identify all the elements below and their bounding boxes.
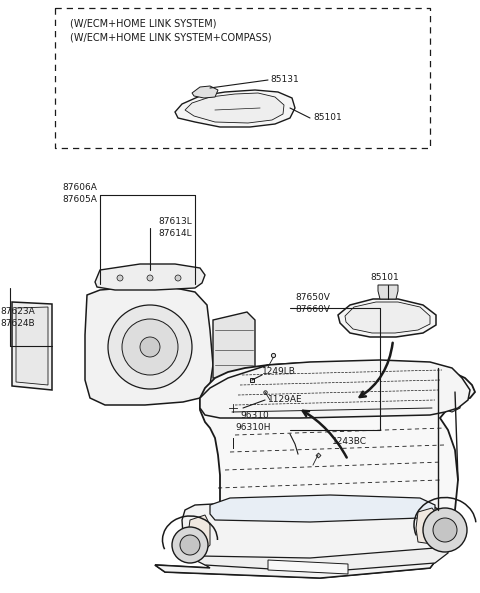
Polygon shape <box>210 495 435 522</box>
Polygon shape <box>338 453 378 490</box>
Text: 1243BC: 1243BC <box>332 438 367 447</box>
Circle shape <box>175 275 181 281</box>
Polygon shape <box>175 90 295 127</box>
Polygon shape <box>180 542 448 572</box>
Polygon shape <box>338 299 436 337</box>
Text: 87624B: 87624B <box>0 320 35 329</box>
Polygon shape <box>16 307 48 385</box>
Circle shape <box>147 275 153 281</box>
Circle shape <box>295 453 303 461</box>
Text: 87660V: 87660V <box>295 305 330 314</box>
Text: 96310H: 96310H <box>235 422 271 432</box>
Circle shape <box>108 305 192 389</box>
Polygon shape <box>330 443 385 498</box>
Polygon shape <box>223 418 243 438</box>
Polygon shape <box>192 86 218 98</box>
Polygon shape <box>378 285 398 299</box>
Polygon shape <box>416 508 438 544</box>
Polygon shape <box>213 312 255 380</box>
Polygon shape <box>345 302 430 333</box>
Polygon shape <box>12 302 52 390</box>
Text: (W/ECM+HOME LINK SYSTEM): (W/ECM+HOME LINK SYSTEM) <box>70 19 216 29</box>
Circle shape <box>423 508 467 552</box>
Circle shape <box>433 518 457 542</box>
Text: 87605A: 87605A <box>62 196 97 205</box>
Circle shape <box>180 535 200 555</box>
Polygon shape <box>188 515 210 550</box>
Circle shape <box>122 319 178 375</box>
Text: 1129AE: 1129AE <box>268 396 302 404</box>
Polygon shape <box>200 360 470 418</box>
Text: 96310: 96310 <box>240 410 269 419</box>
Polygon shape <box>268 560 348 574</box>
Polygon shape <box>85 285 213 405</box>
Text: 87650V: 87650V <box>295 294 330 302</box>
Polygon shape <box>185 93 284 123</box>
Text: 1249LB: 1249LB <box>262 368 296 377</box>
Text: (W/ECM+HOME LINK SYSTEM+COMPASS): (W/ECM+HOME LINK SYSTEM+COMPASS) <box>70 33 272 43</box>
Circle shape <box>117 275 123 281</box>
Text: 87623A: 87623A <box>0 308 35 317</box>
Polygon shape <box>155 500 448 578</box>
Text: 87606A: 87606A <box>62 183 97 193</box>
Polygon shape <box>438 370 462 412</box>
Circle shape <box>228 403 238 413</box>
Polygon shape <box>95 264 205 290</box>
Circle shape <box>278 410 302 434</box>
Text: 87614L: 87614L <box>158 229 192 238</box>
Text: 85131: 85131 <box>270 75 299 84</box>
Polygon shape <box>155 362 475 578</box>
Text: 85101: 85101 <box>313 113 342 123</box>
Circle shape <box>172 527 208 563</box>
Circle shape <box>140 337 160 357</box>
Circle shape <box>283 415 297 429</box>
Text: 87613L: 87613L <box>158 218 192 227</box>
Text: 85101: 85101 <box>370 273 399 282</box>
